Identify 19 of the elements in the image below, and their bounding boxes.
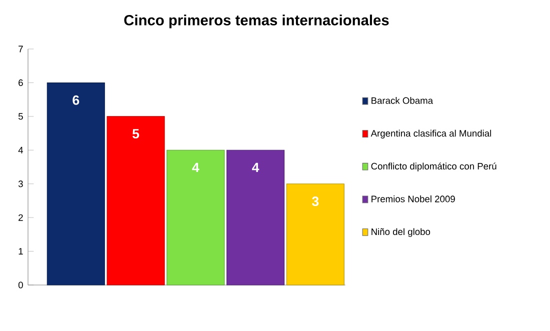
y-tick-label: 2	[18, 214, 23, 221]
y-tick-label: 4	[18, 146, 24, 154]
data-label: 4	[252, 162, 260, 172]
legend-label: Barack Obama	[372, 97, 434, 104]
data-label: 6	[72, 95, 80, 105]
legend-label: Premios Nobel 2009	[372, 195, 455, 202]
legend-label: Niño del globo	[372, 228, 430, 237]
y-tick-label: 0	[18, 282, 23, 288]
data-label: 4	[192, 162, 200, 172]
y-tick-label: 7	[18, 46, 23, 52]
y-tick-label: 1	[18, 248, 23, 254]
legend-label: Argentina clasifica al Mundial	[370, 130, 492, 138]
data-label: 5	[132, 129, 140, 138]
data-label: 3	[312, 196, 319, 206]
legend-label: Conflicto diplomático con Perú	[371, 162, 496, 172]
y-tick-label: 6	[18, 79, 23, 86]
y-tick-label: 5	[18, 113, 23, 120]
y-tick-label: 3	[18, 180, 23, 188]
chart-title: Cinco primeros temas internacionales	[124, 14, 389, 28]
